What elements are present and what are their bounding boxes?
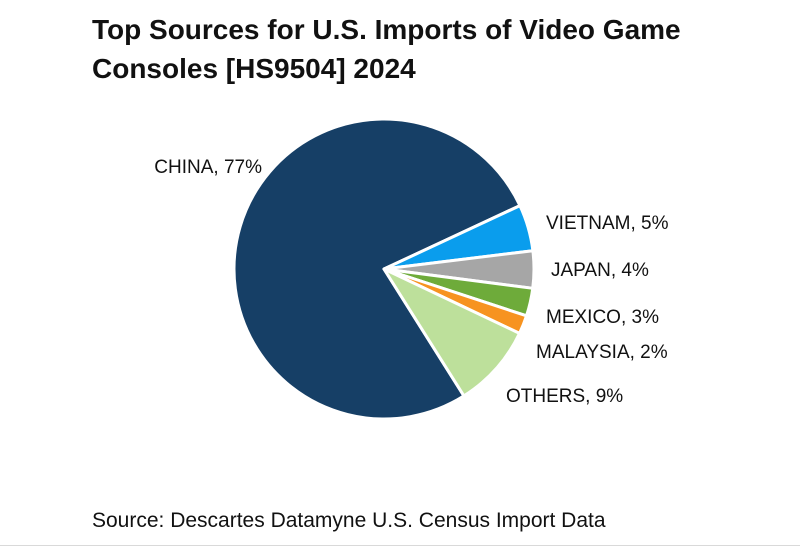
pie-labels: CHINA, 77% VIETNAM, 5% JAPAN, 4% MEXICO, 3%…: [154, 157, 668, 407]
pie-slice-others: [382, 267, 521, 398]
slice-label-mexico: MEXICO, 3%: [546, 307, 659, 328]
pie-chart: CHINA, 77% VIETNAM, 5% JAPAN, 4% MEXICO, 3%…: [154, 117, 669, 421]
bottom-divider: [0, 545, 800, 546]
slice-label-malaysia: MALAYSIA, 2%: [536, 342, 668, 363]
pie-slice-china: [232, 117, 522, 421]
slice-label-others: OTHERS, 9%: [506, 386, 623, 407]
slice-label-china: CHINA, 77%: [154, 157, 262, 178]
pie-slices: [232, 117, 536, 421]
source-note: Source: Descartes Datamyne U.S. Census I…: [92, 509, 606, 532]
slice-label-japan: JAPAN, 4%: [551, 260, 649, 281]
slice-label-vietnam: VIETNAM, 5%: [546, 213, 669, 234]
chart-title: Top Sources for U.S. Imports of Video Ga…: [92, 14, 681, 84]
